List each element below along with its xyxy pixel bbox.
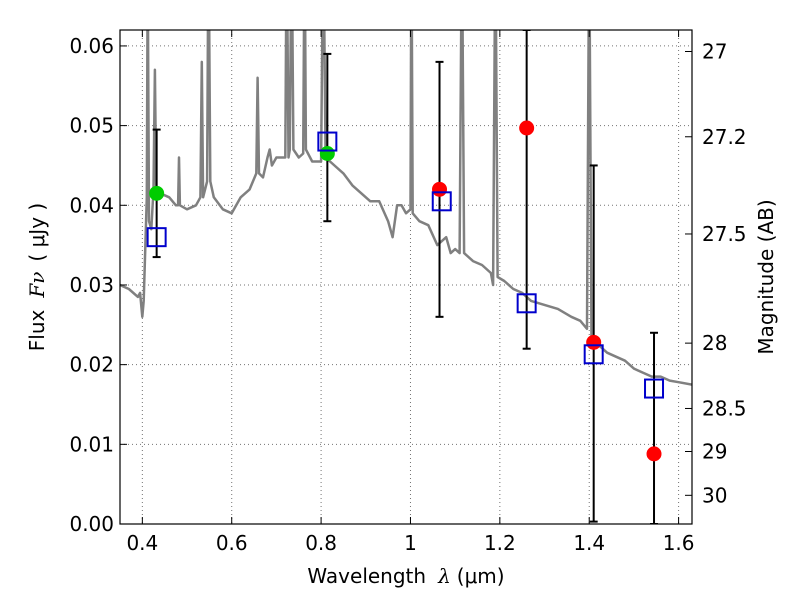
y2-tick-label-1: 27.2	[702, 125, 747, 149]
y-tick-label-1: 0.01	[69, 432, 114, 456]
y2-tick-label-6: 30	[702, 483, 727, 507]
plot-background	[120, 30, 692, 524]
x-tick-label-4: 1.2	[484, 531, 516, 555]
y2-axis-title: Magnitude (AB)	[754, 199, 778, 354]
x-tick-label-0: 0.4	[126, 531, 158, 555]
plot-frame	[119, 29, 693, 525]
flux-point-0-0	[432, 181, 448, 197]
sed-model-layer	[120, 30, 692, 386]
y-tick-label-5: 0.05	[69, 114, 114, 138]
sed-model-line	[120, 30, 692, 386]
x-tick-label-2: 0.8	[305, 531, 337, 555]
x-tick-label-3: 1	[404, 531, 417, 555]
y2-tick-label-2: 27.5	[702, 222, 747, 246]
flux-point-0-2	[586, 334, 602, 350]
y2-tick-label-3: 28	[702, 331, 727, 355]
x-tick-label-5: 1.4	[573, 531, 605, 555]
x-axis-title: Wavelength λ (μm)	[307, 564, 504, 588]
flux-point-0-1	[519, 120, 535, 136]
y-tick-label-6: 0.06	[69, 34, 114, 58]
model-flux-square-4	[583, 344, 604, 365]
model-flux-square-3	[516, 293, 537, 314]
model-flux-square-0	[146, 227, 167, 248]
model-flux-square-1	[317, 131, 338, 152]
y2-tick-label-5: 29	[702, 439, 727, 463]
y2-tick-label-4: 28.5	[702, 396, 747, 420]
y-tick-label-3: 0.03	[69, 273, 114, 297]
x-tick-label-1: 0.6	[216, 531, 248, 555]
x-tick-label-6: 1.6	[663, 531, 695, 555]
y-tick-label-4: 0.04	[69, 193, 114, 217]
flux-point-0-3	[646, 446, 662, 462]
model-flux-square-2	[431, 191, 452, 212]
y-tick-label-2: 0.02	[69, 353, 114, 377]
axis-ticks: 0.4 0.6 0.8 1 1.2 1.4 1.6 0.00 0.01 0.02 0.03 0.04 0…	[69, 30, 747, 555]
y2-tick-label-0: 27	[702, 40, 727, 64]
data-markers	[146, 120, 665, 462]
flux-point-1-0	[149, 185, 165, 201]
model-flux-square-5	[644, 378, 665, 399]
y-tick-label-0: 0.00	[69, 512, 114, 536]
y-axis-title: FluxFν( μJy )	[25, 203, 49, 351]
flux-point-1-1	[319, 146, 335, 161]
